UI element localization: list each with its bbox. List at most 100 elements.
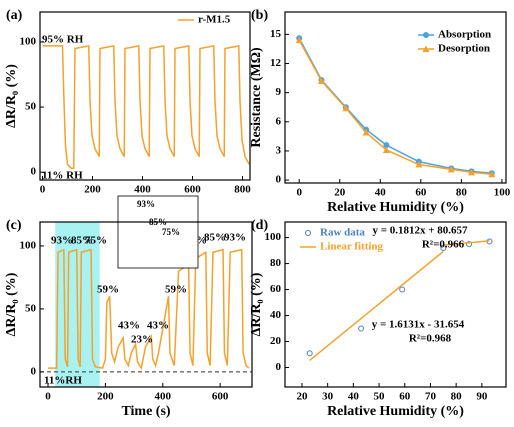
x-tick-label: 200: [84, 184, 101, 196]
legend-label: Desorption: [438, 43, 490, 55]
panel-label: (c): [6, 218, 22, 233]
x-axis-label: Relative Humidity (%): [327, 200, 464, 215]
x-tick-label: 90: [476, 391, 488, 403]
marker: [317, 77, 325, 84]
annotation: y = 1.6131x - 31.654: [372, 319, 465, 331]
x-tick-label: 60: [399, 391, 411, 403]
annotation: 11% RH: [42, 170, 83, 182]
marker: [306, 350, 313, 357]
annotation: 23%: [131, 334, 153, 346]
marker: [382, 146, 390, 153]
y-tick-label: 50: [25, 302, 37, 314]
marker: [399, 286, 406, 293]
annotation: R²=0.966: [422, 239, 465, 251]
marker: [342, 104, 350, 112]
x-tick-label: 400: [134, 184, 151, 196]
x-tick-label: 400: [155, 391, 172, 403]
inset-box: [117, 195, 199, 269]
y-tick-label: 80: [270, 257, 282, 269]
legend-label: Raw data: [320, 227, 365, 239]
y-tick-label: 50: [25, 101, 37, 113]
marker: [488, 170, 496, 178]
y-tick-label: 100: [265, 231, 282, 243]
legend-label: Absorption: [438, 29, 491, 41]
marker: [465, 241, 472, 248]
marker: [358, 325, 365, 332]
y-tick-label: 6: [276, 115, 282, 127]
marker: [440, 244, 447, 251]
legend-label: r-M1.5: [198, 14, 231, 26]
legend-marker: [305, 230, 311, 236]
y-tick-label: 9: [276, 86, 282, 98]
annotation: 43%: [147, 320, 169, 332]
plot-frame: [39, 221, 253, 388]
plot-frame: [284, 221, 507, 388]
y-axis-label: Resistance (MΩ): [249, 47, 264, 148]
series-line: [48, 248, 250, 371]
y-tick-label: 60: [270, 283, 282, 295]
x-tick-label: 0: [45, 391, 51, 403]
x-tick-label: 0: [296, 187, 302, 199]
y-axis-label: ΔR/R₀ (%): [4, 64, 19, 128]
annotation: 93%: [224, 232, 246, 244]
annotation: 85%: [204, 232, 226, 244]
legend-marker: [422, 45, 430, 52]
annotation: y = 0.1812x + 80.657: [372, 225, 468, 237]
x-tick-label: 60: [415, 187, 427, 199]
inset-annotation: 93%: [137, 199, 155, 209]
marker: [362, 128, 370, 136]
x-tick-label: 40: [375, 187, 387, 199]
series-line: [298, 37, 492, 175]
y-tick-label: 40: [270, 309, 282, 321]
y-tick-label: 0: [276, 174, 282, 186]
series-line: [309, 240, 490, 362]
x-axis-label: Time (s): [121, 404, 170, 419]
x-tick-label: 800: [234, 184, 251, 196]
annotation: 11%RH: [44, 375, 82, 387]
y-tick-label: 100: [20, 35, 37, 47]
x-tick-label: 50: [374, 391, 386, 403]
y-tick-label: 12: [270, 57, 282, 69]
x-tick-label: 80: [451, 391, 463, 403]
series-line: [298, 39, 492, 176]
panel-label: (b): [251, 8, 268, 23]
series-line: [42, 44, 250, 170]
panel-label: (d): [251, 218, 268, 233]
x-axis-label: Relative Humidity (%): [327, 404, 464, 419]
x-tick-label: 40: [348, 391, 360, 403]
annotation: 59%: [165, 284, 187, 296]
marker: [447, 165, 455, 173]
y-tick-label: 3: [276, 144, 282, 156]
y-tick-label: 20: [270, 335, 282, 347]
annotation: 93%: [51, 235, 73, 247]
annotation: 75%: [85, 235, 107, 247]
y-tick-label: 100: [20, 239, 37, 251]
y-tick-label: 15: [270, 28, 282, 40]
x-tick-label: 200: [97, 391, 114, 403]
legend-marker: [423, 32, 429, 38]
y-tick-label: 0: [276, 361, 282, 373]
x-tick-label: 100: [494, 187, 511, 199]
y-tick-label: 0: [31, 365, 37, 377]
annotation: R²=0.968: [409, 333, 452, 345]
x-tick-label: 30: [322, 391, 334, 403]
x-tick-label: 70: [425, 391, 437, 403]
marker: [468, 168, 476, 176]
plot-frame: [284, 11, 507, 184]
x-tick-label: 20: [334, 187, 346, 199]
annotation: 43%: [118, 320, 140, 332]
y-tick-label: 0: [31, 166, 37, 178]
inset-annotation: 75%: [162, 227, 180, 237]
x-tick-label: 600: [212, 391, 229, 403]
marker: [415, 161, 423, 168]
annotation: 95% RH: [42, 34, 84, 46]
y-axis-label: ΔR/R₀ (%): [4, 272, 19, 336]
plot-frame: [39, 11, 251, 181]
x-tick-label: 600: [184, 184, 201, 196]
legend-label: Linear fitting: [320, 241, 384, 253]
annotation: 59%: [97, 284, 119, 296]
x-tick-label: 80: [456, 187, 468, 199]
marker: [295, 36, 303, 44]
x-tick-label: 20: [296, 391, 308, 403]
